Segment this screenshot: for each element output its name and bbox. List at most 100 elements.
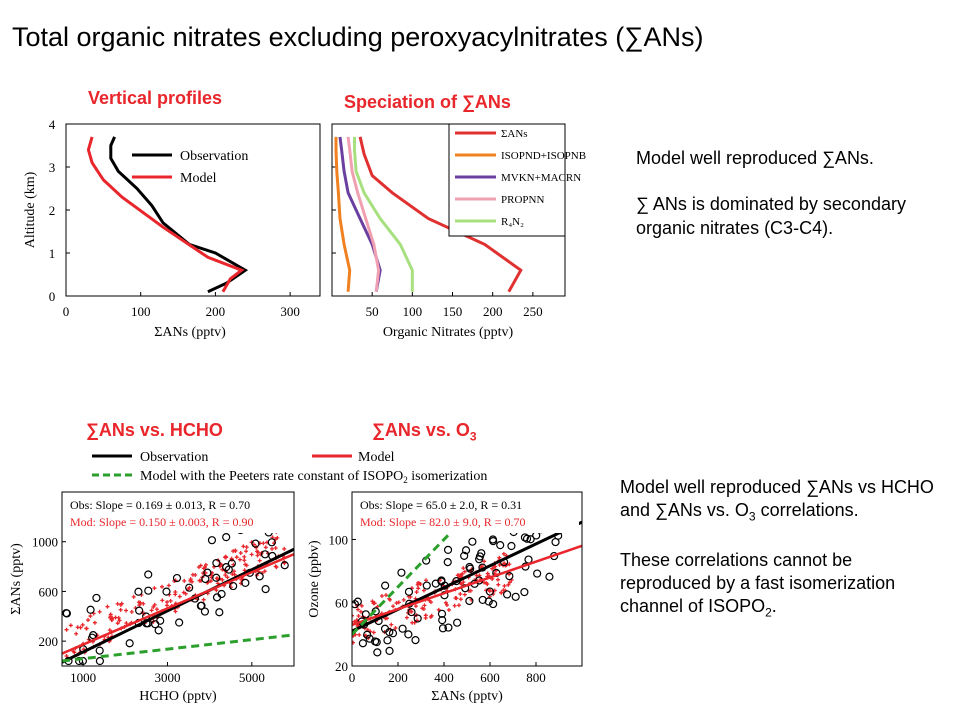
o3-model-point (443, 600, 448, 605)
hcho-observation-point (197, 601, 206, 610)
hcho-model-point (261, 541, 266, 546)
hcho-model-point (220, 577, 225, 582)
hcho-annotation-obs: Obs: Slope = 0.169 ± 0.013, R = 0.70 (70, 498, 250, 512)
profile-y-axis-label: Altitude (km) (23, 171, 38, 248)
hcho-model-point (137, 603, 142, 608)
hcho-model-point (80, 622, 85, 627)
o3-model-point (458, 592, 463, 597)
speciation-x-tick-label: 100 (403, 304, 423, 319)
o3-annotation-bg (355, 495, 579, 533)
o3-model-point (358, 609, 363, 614)
o3-model-point (410, 620, 415, 625)
subtitle-ans-vs-hcho: ∑ANs vs. HCHO (86, 420, 223, 440)
o3-observation-point (496, 541, 505, 550)
o3-model-point (499, 590, 504, 595)
o3-observation-point (422, 581, 431, 590)
note-top: Model well reproduced ∑ANs. ∑ ANs is dom… (636, 147, 956, 240)
shared-legend-observation-label: Observation (140, 450, 208, 465)
profile-y-tick-label: 2 (49, 203, 56, 218)
hcho-model-point (152, 586, 157, 591)
hcho-observation-point (135, 606, 144, 615)
hcho-observation-point (207, 536, 217, 545)
o3-model-point (452, 603, 457, 608)
o3-model-point (444, 602, 449, 607)
o3-observation-point (520, 533, 530, 542)
hcho-model-point (92, 620, 97, 625)
profile-observation-line (109, 136, 249, 294)
o3-model-point (391, 604, 396, 609)
o3-model-point (438, 578, 443, 583)
o3-model-point (493, 564, 498, 569)
hcho-model-point (231, 569, 236, 574)
hcho-x-axis-label: HCHO (pptv) (139, 689, 217, 704)
hcho-observation-point (151, 620, 160, 629)
speciation-mvkn-line (338, 136, 382, 292)
o3-model-point (372, 601, 377, 606)
o3-model-point (394, 601, 399, 606)
o3-observation-point (443, 558, 452, 567)
hcho-model-point (262, 569, 267, 574)
hcho-model-point (256, 550, 261, 555)
hcho-observation-point (144, 570, 153, 579)
o3-observation-point (363, 630, 372, 639)
hcho-model-point (152, 602, 157, 607)
o3-y-tick-label: 100 (329, 532, 349, 547)
o3-model-point (404, 615, 409, 620)
hcho-observation-point (154, 626, 163, 635)
hcho-model-point (74, 631, 79, 636)
hcho-model-point (241, 544, 246, 549)
o3-model-point (356, 613, 361, 618)
o3-model-point (507, 562, 512, 567)
hcho-observation-point (144, 586, 153, 595)
hcho-model-point (243, 562, 248, 567)
hcho-observation-point (201, 574, 210, 584)
hcho-observation-point (241, 578, 250, 588)
hcho-model-point (64, 653, 69, 658)
hcho-model-fit (62, 552, 294, 655)
hcho-model-point (84, 626, 89, 631)
hcho-model-point (198, 563, 203, 568)
hcho-observation-point (62, 609, 71, 618)
o3-model-point (495, 577, 500, 582)
hcho-model-point (118, 607, 123, 612)
note-bottom: Model well reproduced ∑ANs vs HCHO and ∑… (620, 476, 960, 622)
hcho-model-point (88, 614, 93, 619)
o3-observation-point (371, 607, 380, 616)
o3-observation-point (438, 616, 447, 625)
hcho-model-point (249, 552, 254, 557)
o3-model-fit (352, 544, 582, 627)
o3-observation-point (503, 590, 512, 599)
hcho-model-point (115, 621, 120, 626)
o3-observation-point (485, 587, 495, 596)
speciation-propnn-line (346, 136, 381, 292)
hcho-observation-point (212, 558, 221, 568)
hcho-model-point (201, 566, 206, 571)
hcho-model-point (231, 549, 236, 554)
o3-observation-point (507, 541, 516, 551)
profile-x-tick-label: 100 (131, 304, 151, 319)
o3-observation-point (468, 537, 477, 546)
hcho-model-point (203, 562, 208, 567)
o3-model-point (359, 603, 364, 608)
o3-observation-point (372, 638, 381, 647)
hcho-x-tick-label: 1000 (70, 670, 96, 685)
hcho-model-point (263, 545, 268, 550)
o3-y-tick-label: 60 (335, 596, 348, 611)
o3-observation-point (465, 596, 474, 606)
hcho-observation-point (260, 550, 270, 559)
o3-observation-point (488, 535, 498, 544)
hcho-model-point (190, 579, 195, 584)
hcho-model-point (242, 558, 247, 563)
o3-observation-point (352, 600, 360, 609)
hcho-observation-point (255, 572, 264, 581)
o3-x-axis-label: ΣANs (pptv) (431, 689, 503, 704)
o3-model-point (468, 588, 473, 593)
o3-model-point (446, 607, 451, 612)
hcho-model-point (232, 572, 237, 577)
o3-y-tick-label: 20 (335, 659, 348, 674)
speciation-isopnd-line (334, 136, 352, 292)
hcho-observation-point (134, 587, 143, 596)
hcho-model-point (115, 601, 120, 606)
o3-model-point (422, 603, 427, 608)
